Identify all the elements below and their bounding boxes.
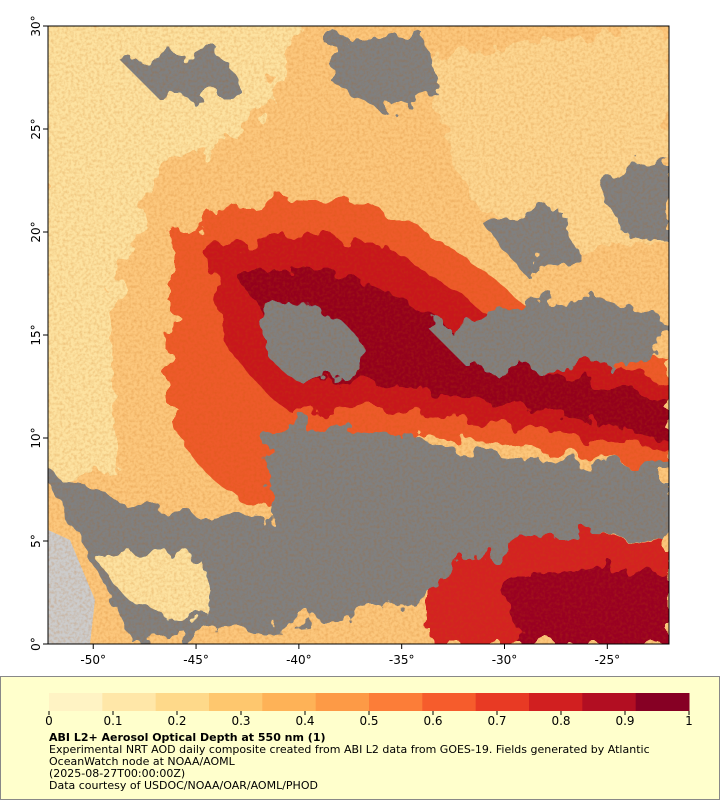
y-tick-label: 5°: [29, 534, 43, 548]
aod-field: [48, 26, 669, 644]
colorbar-tick-label: 1: [685, 714, 693, 728]
legend-box: 0 0.1 0.2 0.3 0.4 0.5 0.6 0.7 0.8 0.9 1 ABI L2+ Ae…: [0, 676, 720, 800]
colorbar-tick-label: 0.8: [551, 714, 570, 728]
description: Experimental NRT AOD daily composite cre…: [49, 743, 650, 768]
colorbar-swatch: [582, 693, 637, 711]
legend-text: ABI L2+ Aerosol Optical Depth at 550 nm …: [49, 732, 679, 792]
colorbar-swatch: [422, 693, 477, 711]
colorbar-swatch: [315, 693, 370, 711]
colorbar: 0 0.1 0.2 0.3 0.4 0.5 0.6 0.7 0.8 0.9 1: [45, 693, 693, 728]
y-tick-label: 20°: [29, 221, 43, 242]
colorbar-swatch: [49, 693, 103, 711]
colorbar-tick-label: 0.5: [359, 714, 378, 728]
colorbar-swatch: [529, 693, 583, 711]
x-tick-label: -35°: [389, 653, 415, 667]
x-tick-label: -40°: [286, 653, 312, 667]
colorbar-swatch: [369, 693, 423, 711]
colorbar-swatch: [262, 693, 317, 711]
y-tick-label: 30°: [29, 15, 43, 36]
time: (2025-08-27T00:00:00Z): [49, 767, 186, 780]
colorbar-tick-label: 0.7: [487, 714, 506, 728]
map: 0° 5° 10° 15° 20° 25° 30° -50° -45° -40° -35° -30° -…: [29, 15, 670, 667]
colorbar-swatch: [155, 693, 210, 711]
legend-title: ABI L2+ Aerosol Optical Depth at 550 nm …: [49, 731, 326, 744]
colorbar-swatch: [635, 693, 690, 711]
colorbar-tick-label: 0.4: [295, 714, 314, 728]
y-tick-label: 15°: [29, 324, 43, 345]
colorbar-tick-label: 0.2: [167, 714, 186, 728]
x-tick-label: -50°: [80, 653, 106, 667]
colorbar-tick-label: 0: [45, 714, 53, 728]
x-tick-label: -30°: [492, 653, 518, 667]
colorbar-tick-label: 0.9: [615, 714, 634, 728]
colorbar-tick-label: 0.1: [103, 714, 122, 728]
colorbar-tick-label: 0.6: [423, 714, 442, 728]
colorbar-tick-label: 0.3: [231, 714, 250, 728]
credit: Data courtesy of USDOC/NOAA/OAR/AOML/PHO…: [49, 779, 318, 792]
colorbar-swatch: [209, 693, 263, 711]
y-tick-label: 0°: [29, 637, 43, 651]
colorbar-swatch: [102, 693, 157, 711]
y-tick-label: 25°: [29, 118, 43, 139]
colorbar-swatch: [475, 693, 530, 711]
x-tick-label: -25°: [595, 653, 621, 667]
x-tick-label: -45°: [183, 653, 209, 667]
y-tick-label: 10°: [29, 427, 43, 448]
